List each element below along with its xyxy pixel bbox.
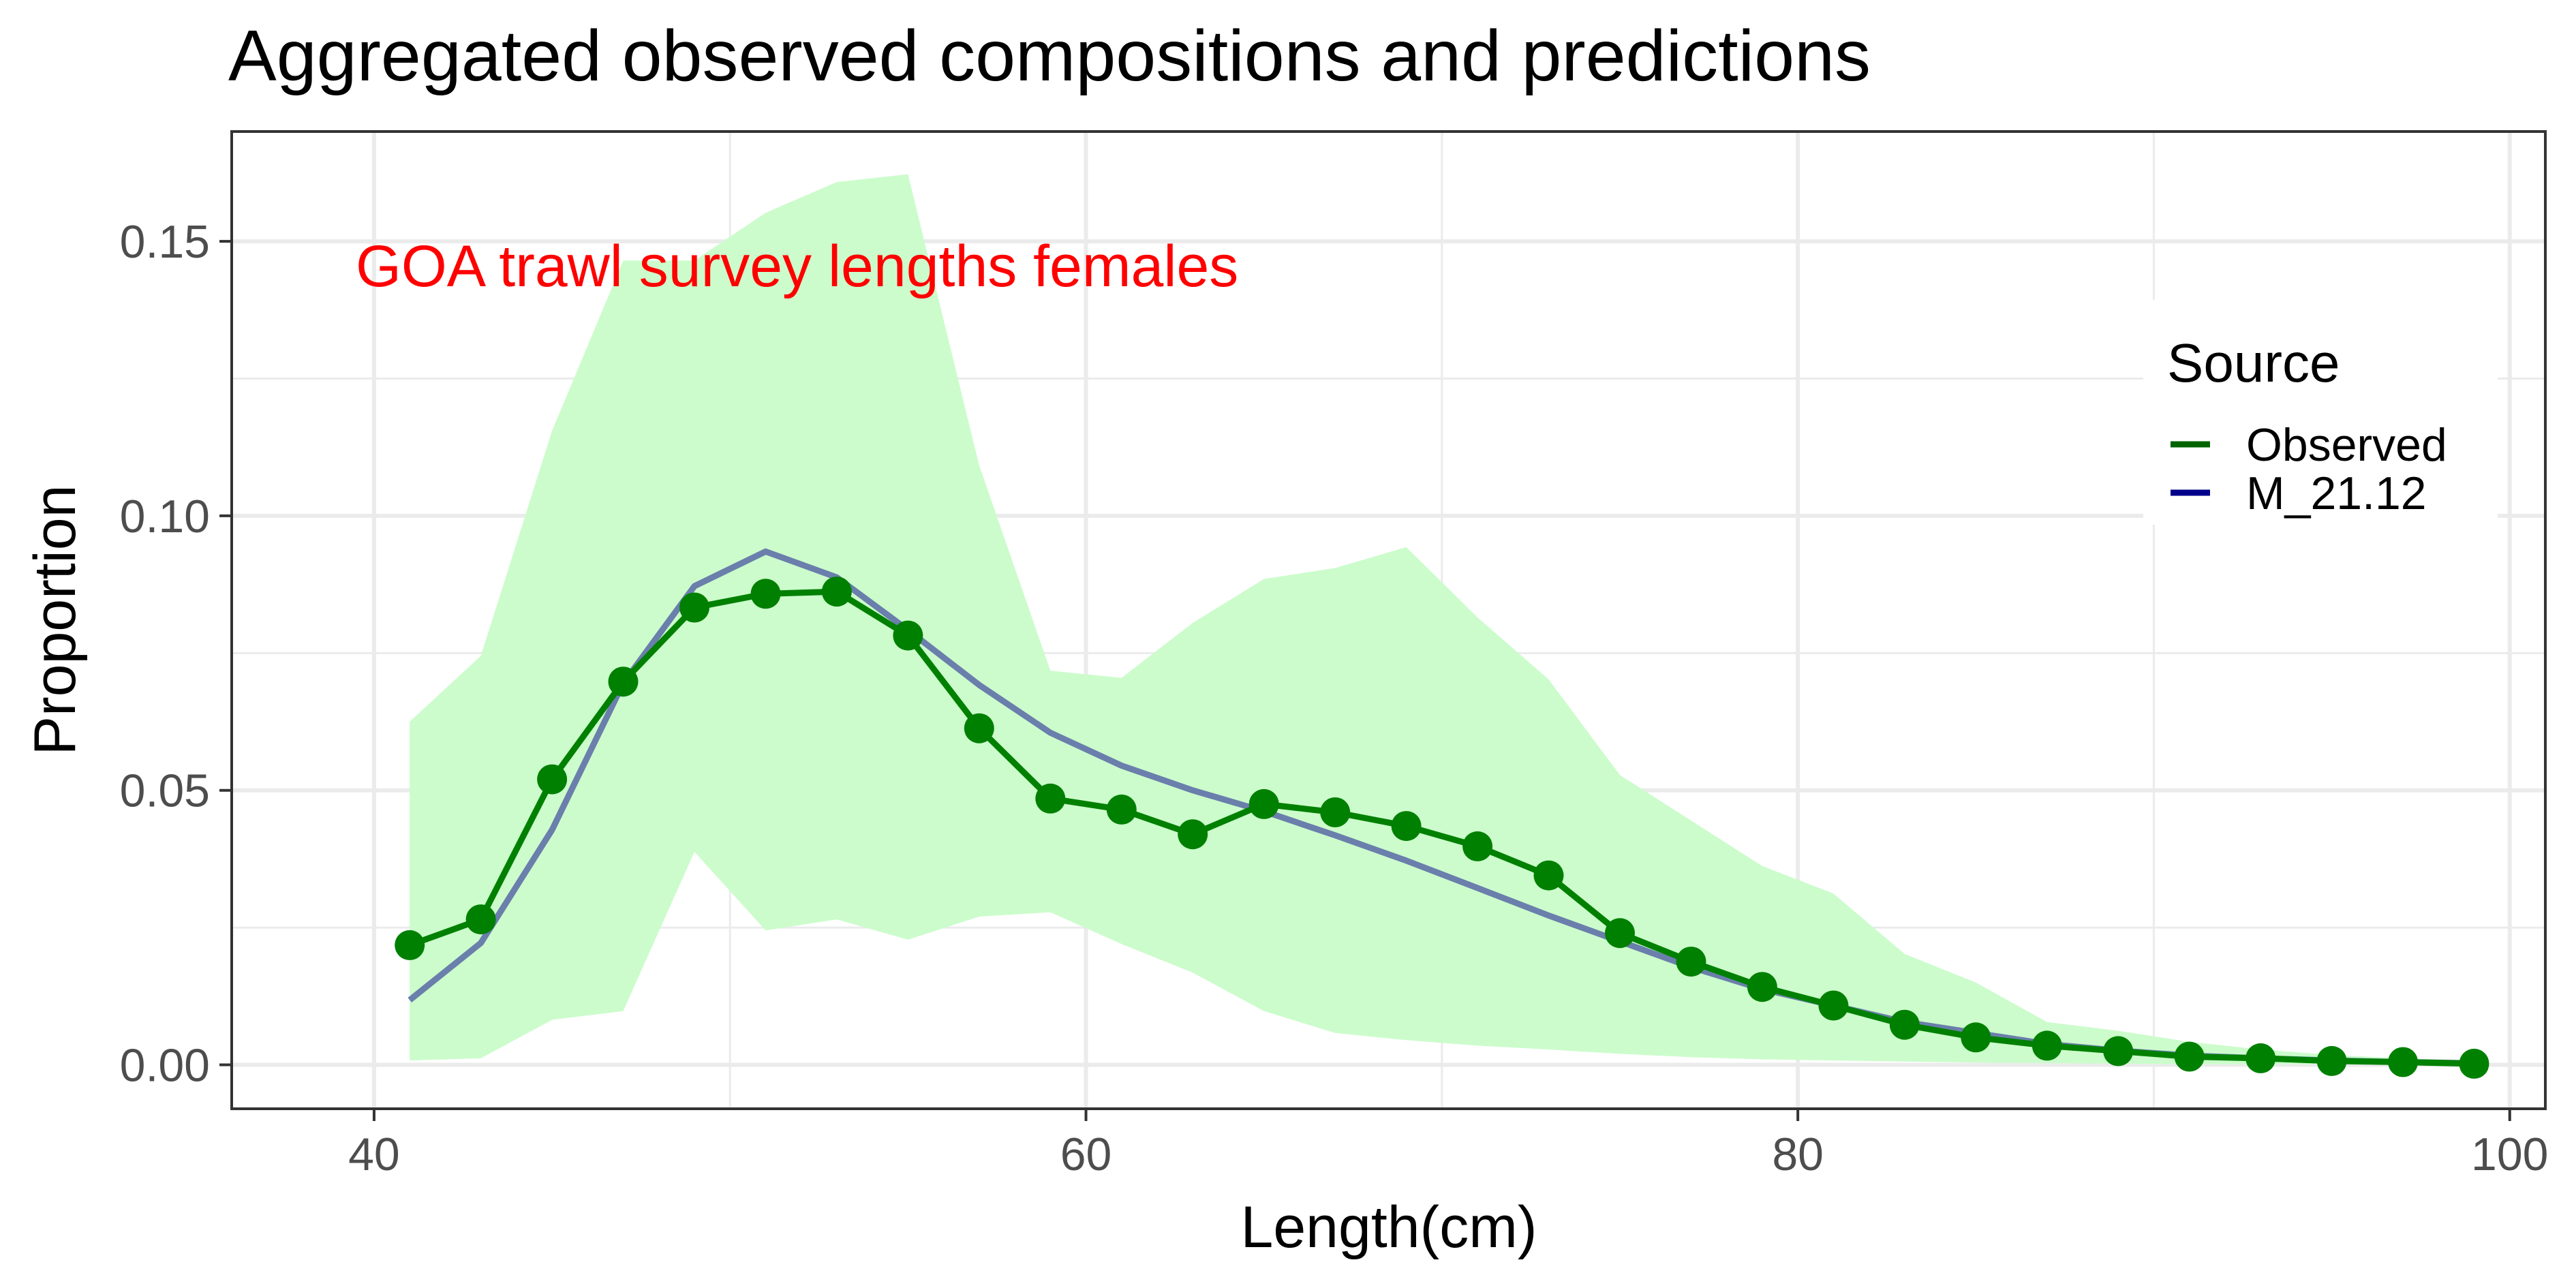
- y-tick-label: 0.00: [120, 1040, 210, 1092]
- observed-point: [395, 930, 425, 960]
- observed-point: [2316, 1045, 2347, 1076]
- observed-point: [1320, 797, 1351, 827]
- observed-point: [1818, 990, 1849, 1021]
- x-axis-label: Length(cm): [1241, 1195, 1537, 1260]
- legend-background: [2143, 300, 2498, 525]
- grid-major: [232, 132, 2545, 1109]
- plot-panel-border: [230, 130, 2547, 1110]
- observed-point: [537, 764, 568, 795]
- y-axis: 0.00 0.05 0.10 0.15: [120, 216, 232, 1092]
- observed-point: [1747, 972, 1777, 1002]
- chart-title: Aggregated observed compositions and pre…: [228, 16, 1871, 96]
- x-tick-label: 40: [348, 1129, 400, 1180]
- observed-point: [1676, 947, 1706, 977]
- chart-annotation: GOA trawl survey lengths females: [356, 234, 1238, 299]
- y-axis-label: Proportion: [22, 485, 88, 756]
- y-tick-label: 0.15: [120, 216, 210, 268]
- observed-point: [893, 620, 923, 651]
- observed-point: [2388, 1047, 2419, 1077]
- y-tick-label: 0.10: [120, 491, 210, 542]
- y-tick-label: 0.05: [120, 765, 210, 817]
- observed-point: [1178, 819, 1208, 850]
- legend-label-m-21-12: M_21.12: [2246, 467, 2427, 519]
- observed-point: [2031, 1030, 2062, 1061]
- x-tick-label: 80: [1772, 1129, 1824, 1180]
- observed-point: [1889, 1009, 1920, 1040]
- observed-point: [750, 579, 781, 609]
- observed-point: [1248, 788, 1279, 819]
- observed-point: [1462, 831, 1493, 861]
- legend-label-observed: Observed: [2246, 419, 2447, 471]
- legend-title: Source: [2167, 333, 2340, 393]
- observed-point: [465, 904, 496, 935]
- observed-point: [1605, 918, 1635, 949]
- observed-point: [608, 666, 639, 697]
- legend: Source Observed M_21.12: [2143, 300, 2498, 525]
- observed-point: [1533, 860, 1564, 891]
- observed-series-layer: [395, 577, 2489, 1079]
- observed-point: [1961, 1022, 1991, 1053]
- x-axis: 40 60 80 100: [348, 1109, 2549, 1180]
- observed-point: [2459, 1048, 2489, 1079]
- observed-point: [1035, 783, 1066, 814]
- legend-item-observed: Observed: [2171, 419, 2447, 471]
- observed-point: [821, 577, 852, 607]
- observed-point: [679, 592, 709, 623]
- confidence-band: [410, 174, 2474, 1064]
- observed-point: [1106, 794, 1137, 825]
- legend-item-m-21-12: M_21.12: [2171, 467, 2427, 519]
- confidence-band-layer: [410, 174, 2474, 1064]
- x-tick-label: 60: [1060, 1129, 1112, 1180]
- observed-point: [2245, 1043, 2276, 1073]
- observed-point: [2103, 1036, 2134, 1067]
- observed-point: [1391, 811, 1422, 842]
- x-tick-label: 100: [2471, 1129, 2548, 1180]
- observed-point: [964, 713, 994, 743]
- observed-point: [2174, 1041, 2205, 1072]
